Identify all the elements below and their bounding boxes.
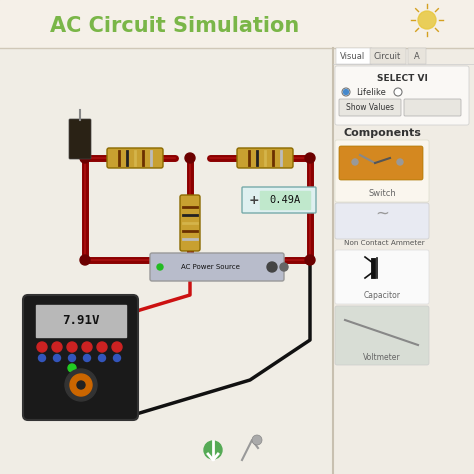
Bar — [333, 48, 474, 474]
Circle shape — [204, 441, 222, 459]
Circle shape — [54, 355, 61, 362]
FancyBboxPatch shape — [150, 253, 284, 281]
Text: Visual: Visual — [340, 52, 365, 61]
Text: Lifelike: Lifelike — [356, 88, 386, 97]
Circle shape — [342, 88, 350, 96]
FancyBboxPatch shape — [242, 187, 316, 213]
Circle shape — [37, 342, 47, 352]
FancyBboxPatch shape — [404, 99, 461, 116]
Circle shape — [280, 263, 288, 271]
Text: Switch: Switch — [368, 189, 396, 198]
Text: Circuit: Circuit — [374, 52, 401, 61]
Circle shape — [185, 153, 195, 163]
Circle shape — [80, 153, 90, 163]
Bar — [0, 48, 333, 474]
Circle shape — [305, 153, 315, 163]
FancyBboxPatch shape — [408, 48, 426, 64]
Circle shape — [77, 381, 85, 389]
Text: 7.91V: 7.91V — [62, 315, 100, 328]
Text: AC Circuit Simulation: AC Circuit Simulation — [50, 16, 300, 36]
Circle shape — [157, 264, 163, 270]
FancyBboxPatch shape — [339, 99, 401, 116]
Text: Non Contact Ammeter: Non Contact Ammeter — [344, 240, 425, 246]
FancyBboxPatch shape — [107, 148, 163, 168]
Circle shape — [113, 355, 120, 362]
Circle shape — [397, 159, 403, 165]
Circle shape — [65, 369, 97, 401]
Circle shape — [267, 262, 277, 272]
Circle shape — [68, 364, 76, 372]
Circle shape — [38, 355, 46, 362]
FancyBboxPatch shape — [180, 195, 200, 251]
FancyBboxPatch shape — [237, 148, 293, 168]
Circle shape — [67, 342, 77, 352]
Circle shape — [99, 355, 106, 362]
Circle shape — [52, 342, 62, 352]
Circle shape — [80, 255, 90, 265]
Circle shape — [352, 159, 358, 165]
Text: A: A — [414, 52, 420, 61]
Circle shape — [344, 90, 348, 94]
Circle shape — [97, 342, 107, 352]
Circle shape — [82, 342, 92, 352]
FancyBboxPatch shape — [336, 48, 372, 64]
Circle shape — [70, 374, 92, 396]
Text: ~: ~ — [375, 205, 389, 223]
Text: Voltmeter: Voltmeter — [363, 354, 401, 363]
Text: Capacitor: Capacitor — [364, 292, 401, 301]
FancyBboxPatch shape — [335, 306, 429, 365]
Circle shape — [418, 11, 436, 29]
Text: AC Power Source: AC Power Source — [181, 264, 239, 270]
Circle shape — [83, 355, 91, 362]
Text: Components: Components — [344, 128, 422, 138]
Text: SELECT VI: SELECT VI — [376, 73, 428, 82]
Text: +: + — [249, 193, 259, 207]
FancyBboxPatch shape — [370, 48, 406, 64]
FancyBboxPatch shape — [23, 295, 138, 420]
Circle shape — [394, 88, 402, 96]
FancyBboxPatch shape — [69, 119, 91, 159]
Bar — [260, 191, 310, 209]
FancyBboxPatch shape — [335, 66, 469, 125]
Bar — [36, 305, 126, 337]
Circle shape — [69, 355, 75, 362]
Circle shape — [185, 255, 195, 265]
Bar — [0, 0, 474, 48]
FancyBboxPatch shape — [335, 250, 429, 304]
FancyBboxPatch shape — [335, 140, 429, 202]
Circle shape — [252, 435, 262, 445]
Circle shape — [112, 342, 122, 352]
FancyBboxPatch shape — [339, 146, 423, 180]
FancyBboxPatch shape — [335, 203, 429, 239]
Text: Show Values: Show Values — [346, 103, 394, 112]
Circle shape — [305, 255, 315, 265]
Text: 0.49A: 0.49A — [269, 195, 301, 205]
